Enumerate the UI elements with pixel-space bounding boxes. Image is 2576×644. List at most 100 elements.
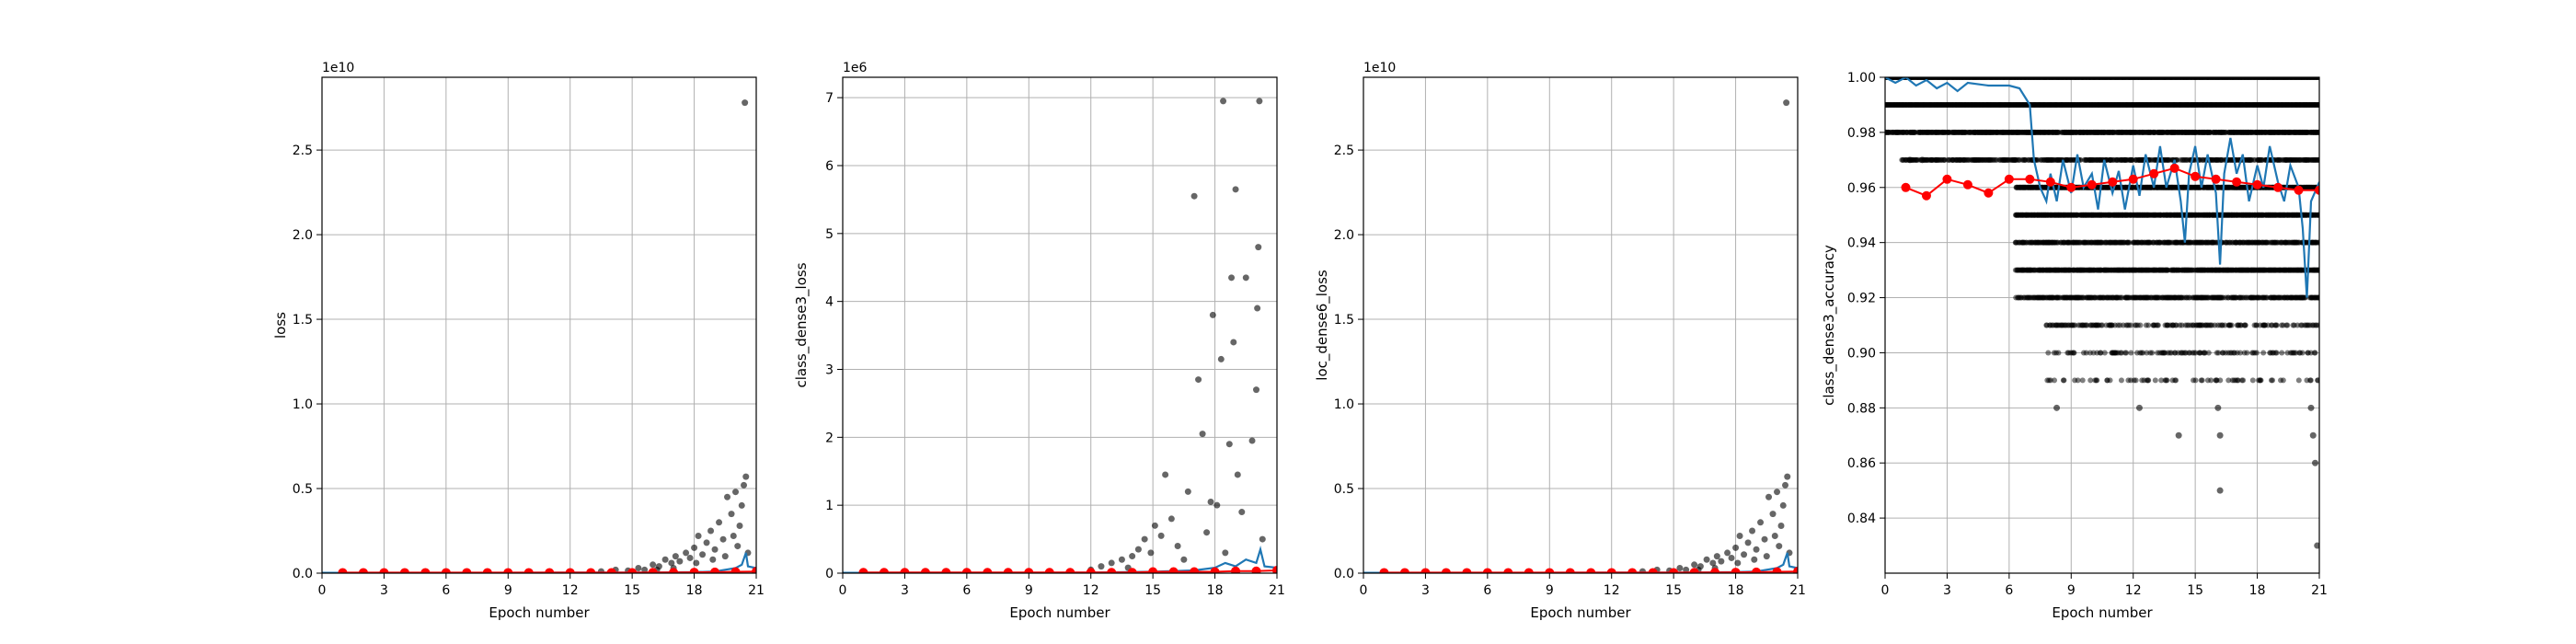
scatter-point [1098, 563, 1105, 570]
epoch-average-marker [482, 568, 492, 573]
y-offset-label: 1e6 [843, 61, 868, 75]
epoch-average-marker [420, 568, 431, 573]
epoch-average-marker [879, 568, 889, 573]
scatter-point [641, 566, 649, 573]
x-tick-label: 0 [1360, 583, 1368, 598]
scatter-point [1129, 553, 1136, 560]
scatter-point [711, 546, 719, 553]
epoch-average-marker [1793, 567, 1798, 573]
x-tick-label: 21 [1269, 583, 1285, 598]
scatter-point [1255, 244, 1262, 251]
scatter-point [1741, 551, 1748, 558]
epoch-average-marker [399, 568, 409, 573]
y-axis-label: loc_dense6_loss [1314, 270, 1331, 381]
scatter-point [650, 561, 657, 569]
scatter-point [732, 489, 740, 496]
chart-3: 0 3 6 9 12 15 18 210.840.860.880.900.920.940.96… [1821, 71, 2328, 621]
epoch-average-marker [1565, 568, 1575, 573]
epoch-average-marker [1168, 567, 1179, 573]
scatter-point [719, 535, 727, 543]
epoch-average-marker [1669, 568, 1679, 573]
y-tick-label: 1.5 [1334, 313, 1354, 328]
y-tick-label: 6 [825, 159, 834, 174]
scatter-point [1751, 556, 1758, 563]
epoch-average-marker [1231, 566, 1241, 573]
scatter-point [597, 568, 604, 573]
scatter-point [1209, 311, 1216, 318]
scatter-point [736, 522, 743, 529]
scatter-point [1744, 539, 1752, 546]
epoch-average-marker [1524, 568, 1534, 573]
epoch-average-marker [1148, 567, 1158, 573]
x-tick-label: 21 [1789, 583, 1806, 598]
y-tick-label: 7 [825, 91, 834, 106]
scatter-point [1242, 274, 1249, 282]
epoch-average-marker [730, 567, 741, 573]
scatter-point [1763, 553, 1770, 560]
scatter-point [1141, 535, 1148, 543]
epoch-average-marker [627, 568, 638, 573]
epoch-average-marker [983, 568, 993, 573]
x-tick-label: 12 [1083, 583, 1099, 598]
scatter-point [635, 564, 642, 571]
band-point [2316, 239, 2319, 246]
epoch-average-marker [338, 568, 348, 573]
epoch-average-marker [1003, 568, 1013, 573]
scatter-point [1703, 556, 1710, 563]
x-tick-label: 6 [442, 583, 450, 598]
scatter-point [1784, 473, 1791, 480]
axes-frame [1363, 76, 1799, 574]
scatter-point [1783, 99, 1790, 107]
epoch-average-marker [1272, 566, 1277, 573]
epoch-average-marker [503, 568, 513, 573]
x-tick-label: 15 [624, 583, 640, 598]
epoch-average-marker [1627, 568, 1638, 573]
y-tick-label: 0.5 [1334, 482, 1354, 497]
epoch-average-marker [900, 568, 910, 573]
y-tick-label: 5 [825, 227, 834, 242]
epoch-average-marker [1545, 568, 1555, 573]
epoch-average-marker [1482, 568, 1492, 573]
x-tick-label: 0 [839, 583, 847, 598]
scatter-point [1232, 186, 1239, 193]
epoch-average-marker [1420, 568, 1431, 573]
epoch-average-marker [1190, 567, 1200, 573]
scatter-point [1147, 549, 1155, 557]
epoch-average-marker [961, 568, 972, 573]
scatter-point [1248, 437, 1256, 444]
y-tick-label: 1.5 [293, 313, 313, 328]
epoch-average-marker [1024, 568, 1034, 573]
x-tick-label: 12 [562, 583, 579, 598]
x-tick-label: 0 [318, 583, 327, 598]
epoch-average-marker [565, 568, 575, 573]
x-tick-label: 9 [504, 583, 512, 598]
scatter-point [1174, 542, 1181, 549]
scatter-point [1254, 305, 1261, 312]
scatter-point [721, 553, 729, 560]
scatter-point [707, 527, 715, 535]
epoch-average-marker [358, 568, 368, 573]
scatter-point [1676, 564, 1684, 571]
x-tick-label: 18 [686, 583, 703, 598]
y-tick-label: 2.0 [1334, 228, 1354, 243]
epoch-average-marker [606, 568, 616, 573]
epoch-average-marker [1586, 568, 1596, 573]
scatter-point [1779, 501, 1787, 509]
epoch-average-marker [920, 568, 930, 573]
scatter-point [1118, 556, 1125, 563]
scatter-point [695, 533, 702, 540]
epoch-average-marker [523, 568, 534, 573]
x-tick-label: 6 [1483, 583, 1491, 598]
scatter-point [1190, 192, 1198, 200]
scatter-point [1713, 553, 1720, 560]
scatter-point [742, 99, 749, 107]
epoch-average-marker [710, 567, 720, 573]
scatter-point [1253, 386, 1260, 394]
scatter-point [1718, 558, 1725, 565]
x-tick-label: 9 [1025, 583, 1033, 598]
scatter-point [1774, 489, 1781, 496]
scatter-point [709, 556, 717, 563]
scatter-point [1771, 533, 1778, 540]
plot-area [843, 98, 1277, 573]
